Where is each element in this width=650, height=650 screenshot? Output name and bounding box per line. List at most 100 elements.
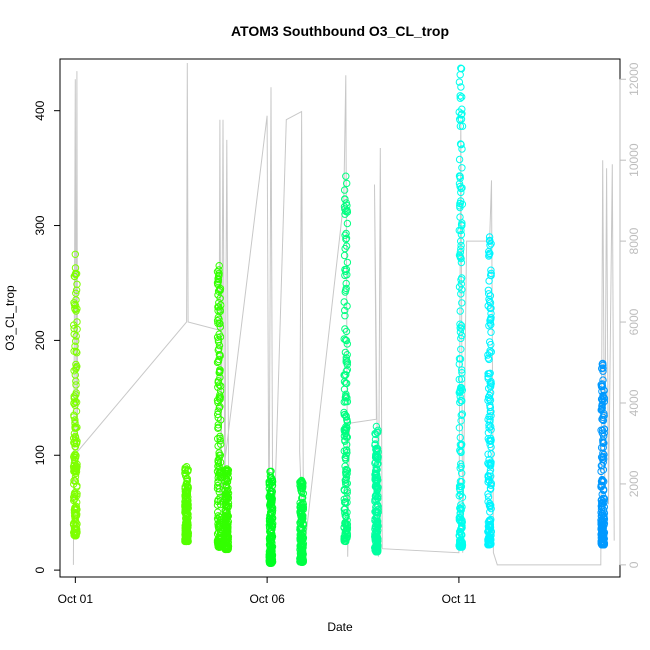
data-point bbox=[486, 241, 494, 249]
data-point bbox=[455, 355, 464, 363]
data-point bbox=[486, 338, 494, 346]
data-point bbox=[215, 454, 223, 462]
data-point bbox=[599, 443, 607, 452]
data-point bbox=[457, 460, 465, 468]
data-point bbox=[216, 395, 224, 403]
data-point bbox=[485, 233, 494, 241]
data-point bbox=[599, 541, 607, 549]
data-point bbox=[486, 319, 494, 327]
data-point bbox=[343, 423, 351, 432]
data-point bbox=[486, 403, 494, 412]
data-point bbox=[485, 370, 493, 378]
data-point bbox=[71, 398, 80, 406]
chart-title: ATOM3 Southbound O3_CL_trop bbox=[231, 23, 449, 39]
data-point bbox=[372, 548, 381, 556]
data-point bbox=[268, 498, 276, 506]
data-point bbox=[599, 514, 608, 522]
y2-axis: 0 2000 4000 6000 8000 10000 12000 bbox=[619, 62, 641, 568]
data-point bbox=[71, 510, 80, 518]
data-point bbox=[457, 506, 465, 514]
data-point bbox=[343, 470, 351, 478]
data-point bbox=[268, 525, 276, 534]
data-point bbox=[487, 412, 495, 420]
data-point bbox=[268, 547, 276, 555]
data-point bbox=[340, 535, 348, 543]
data-point bbox=[486, 461, 494, 470]
data-point bbox=[72, 424, 80, 432]
data-point bbox=[216, 373, 224, 382]
data-point bbox=[342, 235, 350, 244]
data-point bbox=[341, 325, 349, 333]
data-point bbox=[342, 392, 350, 400]
data-point bbox=[341, 205, 349, 213]
data-point bbox=[71, 504, 80, 512]
series-cluster bbox=[484, 233, 495, 549]
data-point bbox=[598, 380, 606, 388]
data-point bbox=[183, 490, 192, 499]
data-point bbox=[70, 453, 78, 461]
data-point bbox=[373, 533, 381, 541]
data-point bbox=[456, 386, 464, 394]
data-point bbox=[214, 410, 222, 419]
x-axis: Oct 01 Oct 06 Oct 11 bbox=[58, 576, 476, 606]
data-point bbox=[217, 440, 225, 448]
data-point bbox=[343, 340, 351, 348]
data-point bbox=[484, 535, 492, 544]
data-point bbox=[598, 500, 606, 508]
data-point bbox=[343, 358, 352, 366]
data-point bbox=[455, 542, 464, 550]
data-point bbox=[374, 537, 382, 545]
data-point bbox=[599, 439, 607, 447]
data-point bbox=[599, 392, 607, 401]
data-point bbox=[299, 521, 308, 529]
y2-tick-label: 6000 bbox=[627, 308, 641, 335]
data-point bbox=[266, 495, 275, 503]
data-point bbox=[458, 539, 466, 548]
series-cluster bbox=[597, 359, 609, 549]
data-point bbox=[371, 515, 379, 523]
data-point bbox=[455, 155, 464, 164]
data-point bbox=[340, 432, 349, 440]
data-point bbox=[456, 182, 464, 191]
data-point bbox=[599, 528, 607, 536]
data-point bbox=[600, 411, 608, 420]
data-point bbox=[456, 486, 464, 495]
data-point bbox=[485, 249, 494, 257]
data-point bbox=[342, 279, 350, 288]
data-point bbox=[485, 527, 493, 535]
data-point bbox=[341, 306, 349, 315]
data-point bbox=[340, 408, 348, 417]
data-point bbox=[296, 503, 305, 511]
data-point bbox=[267, 559, 275, 567]
data-point bbox=[340, 533, 348, 541]
data-point bbox=[340, 251, 349, 260]
data-point bbox=[340, 378, 349, 386]
data-point bbox=[597, 467, 605, 476]
data-point bbox=[182, 515, 191, 523]
data-point bbox=[455, 360, 463, 368]
data-point bbox=[456, 464, 464, 472]
data-point bbox=[222, 495, 230, 503]
data-point bbox=[342, 537, 350, 546]
data-point bbox=[214, 516, 222, 524]
data-point bbox=[215, 266, 223, 274]
data-point bbox=[487, 269, 495, 278]
data-point bbox=[484, 490, 492, 498]
data-point bbox=[341, 265, 349, 274]
data-point bbox=[181, 499, 190, 507]
series-cluster bbox=[265, 467, 277, 567]
data-point bbox=[72, 337, 80, 345]
data-point bbox=[71, 434, 80, 442]
data-point bbox=[456, 398, 464, 407]
data-point bbox=[343, 479, 351, 488]
data-point bbox=[70, 467, 78, 475]
data-point bbox=[72, 270, 81, 278]
data-point bbox=[71, 371, 80, 379]
data-point bbox=[340, 495, 348, 503]
y-tick-label: 0 bbox=[33, 566, 47, 573]
data-point bbox=[486, 396, 495, 404]
y-tick-label: 200 bbox=[33, 330, 47, 350]
data-point bbox=[597, 453, 606, 461]
data-point bbox=[456, 505, 465, 513]
